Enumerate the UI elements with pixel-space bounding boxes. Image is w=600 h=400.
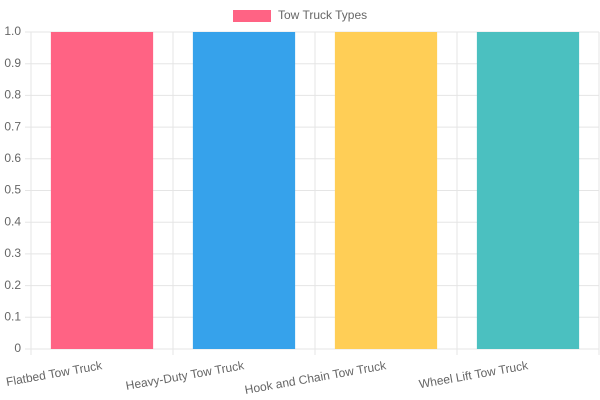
y-tick-label: 0.4	[4, 214, 21, 228]
y-tick-label: 0.7	[4, 119, 21, 133]
bar	[476, 32, 580, 349]
bar	[192, 32, 296, 349]
y-tick-label: 1.0	[4, 24, 21, 38]
y-tick-label: 0.6	[4, 151, 21, 165]
y-tick-label: 0.2	[4, 278, 21, 292]
legend-label: Tow Truck Types	[278, 8, 367, 22]
x-tick-label: Hook and Chain Tow Truck	[244, 358, 388, 397]
y-tick-label: 0.5	[4, 183, 21, 197]
x-tick-label: Heavy-Duty Tow Truck	[125, 358, 246, 393]
y-tick-label: 0	[14, 341, 21, 355]
legend-swatch	[233, 10, 271, 22]
bar	[334, 32, 438, 349]
y-tick-label: 0.9	[4, 56, 21, 70]
bar	[50, 32, 154, 349]
y-tick-label: 0.3	[4, 246, 21, 260]
y-tick-label: 0.8	[4, 88, 21, 102]
x-tick-label: Wheel Lift Tow Truck	[418, 358, 530, 391]
y-tick-label: 0.1	[4, 309, 21, 323]
x-tick-label: Flatbed Tow Truck	[5, 358, 104, 389]
